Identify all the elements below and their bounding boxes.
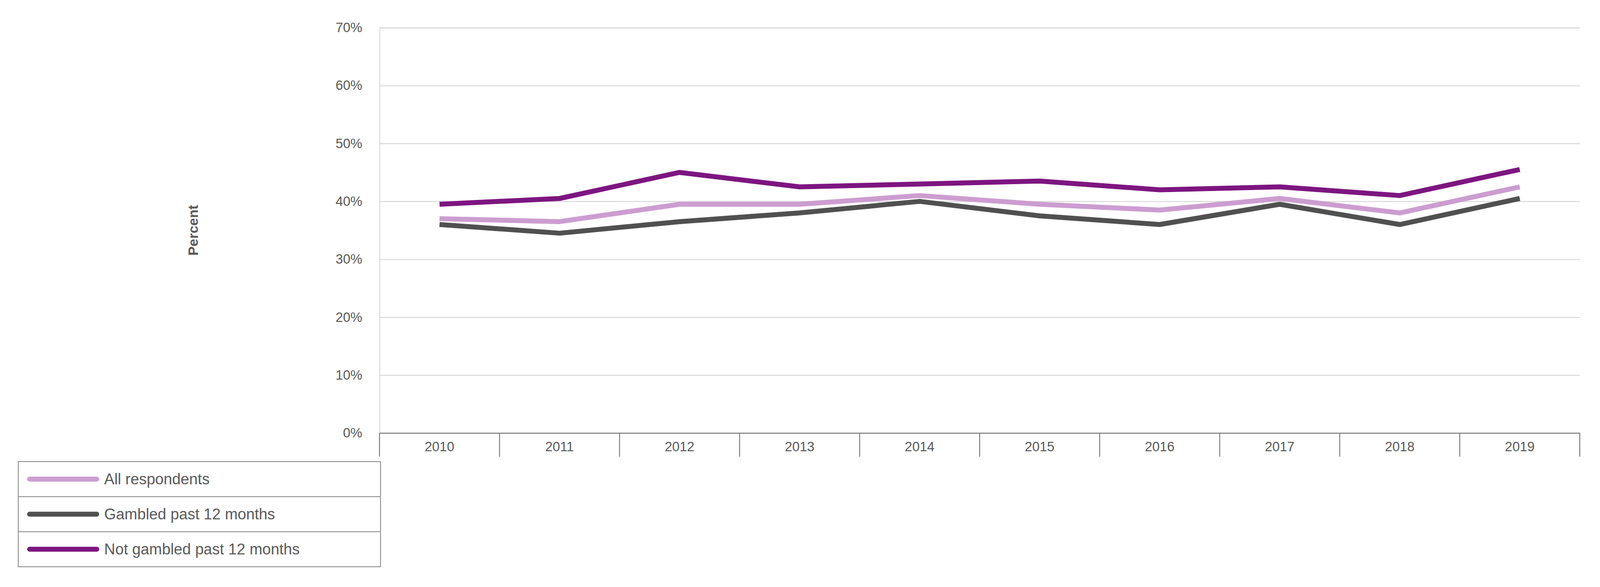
grid-line — [379, 27, 1580, 29]
x-tick-label: 2015 — [1025, 439, 1055, 455]
category-separator — [1459, 432, 1461, 457]
category-separator — [1339, 432, 1341, 457]
x-tick-label: 2018 — [1384, 439, 1415, 455]
grid-line — [379, 259, 1580, 261]
legend-item: All respondents — [18, 461, 381, 497]
x-tick: 2010 — [424, 432, 455, 455]
x-tick: 2018 — [1384, 432, 1415, 455]
x-tick-label: 2012 — [664, 439, 695, 455]
plot: 0%10%20%30%40%50%60%70%20102011201220132… — [335, 20, 1581, 457]
x-tick-label: 2010 — [424, 439, 455, 455]
category-separator — [498, 432, 500, 457]
x-tick-label: 2019 — [1504, 439, 1535, 455]
x-tick: 2016 — [1144, 432, 1175, 455]
legend-swatch — [29, 511, 97, 517]
lines — [439, 169, 1521, 233]
y-tick-label: 10% — [335, 367, 363, 383]
x-axis: 2010 2011 2012 2013 2014 2015 2016 2017 2018 2019 — [379, 432, 1581, 457]
legend-label: All respondents — [104, 470, 210, 488]
legend-item: Not gambled past 12 months — [18, 531, 381, 567]
y-axis-line — [380, 28, 1581, 434]
y-tick: 20% — [335, 309, 1580, 325]
x-tick-label: 2013 — [784, 439, 815, 455]
legend-cell — [18, 461, 381, 497]
x-tick: 2019 — [1504, 432, 1535, 455]
y-tick: 0% — [342, 425, 1580, 441]
x-tick: 2014 — [904, 432, 935, 455]
y-tick-label: 0% — [342, 425, 363, 441]
category-separator — [859, 432, 861, 457]
series-line — [439, 169, 1521, 204]
y-tick: 10% — [335, 367, 1580, 383]
y-tick: 50% — [335, 136, 1580, 152]
x-tick: 2011 — [545, 432, 574, 455]
y-tick-label: 70% — [335, 20, 363, 36]
category-separator — [1219, 432, 1220, 457]
y-tick: 70% — [335, 20, 1580, 36]
y-tick-label: 60% — [335, 77, 363, 93]
legend-cell — [18, 531, 381, 567]
grid-line — [379, 143, 1580, 145]
legend-label: Not gambled past 12 months — [104, 540, 300, 558]
x-tick-label: 2017 — [1264, 439, 1295, 455]
grid-line — [379, 374, 1580, 376]
x-tick: 2015 — [1025, 432, 1055, 455]
y-tick-label: 20% — [335, 309, 363, 325]
category-separator — [979, 432, 981, 457]
grid-line — [379, 316, 1580, 318]
category-separator — [379, 432, 381, 457]
legend-cell — [18, 496, 381, 532]
y-tick-label: 50% — [335, 136, 363, 152]
y-axis: 0% 10% 20% 30% 40% 50% 60% 70% — [335, 20, 1580, 441]
x-tick-label: 2016 — [1144, 439, 1175, 455]
y-tick: 30% — [335, 251, 1580, 267]
grid-line — [379, 85, 1580, 87]
y-axis-title: Percent — [185, 204, 201, 256]
x-tick: 2017 — [1264, 432, 1295, 455]
legend-label: Gambled past 12 months — [104, 505, 275, 523]
chart: 0%10%20%30%40%50%60%70%20102011201220132… — [0, 0, 1600, 587]
series-line — [439, 198, 1521, 233]
category-separator — [1099, 432, 1101, 457]
category-separator — [739, 432, 741, 457]
y-tick-label: 30% — [335, 251, 363, 267]
x-tick: 2013 — [784, 432, 815, 455]
x-tick-label: 2014 — [904, 439, 935, 455]
category-separator — [618, 432, 620, 457]
y-tick-label: 40% — [335, 193, 363, 209]
legend-swatch — [29, 476, 97, 482]
legend-item: Gambled past 12 months — [18, 496, 381, 532]
y-tick: 60% — [335, 77, 1580, 93]
x-tick-label: 2011 — [545, 439, 574, 455]
x-tick: 2012 — [664, 432, 695, 455]
legend-swatch — [29, 546, 97, 552]
category-separator — [1579, 432, 1581, 457]
legend: All respondents Gambled past 12 months Not… — [18, 461, 381, 567]
